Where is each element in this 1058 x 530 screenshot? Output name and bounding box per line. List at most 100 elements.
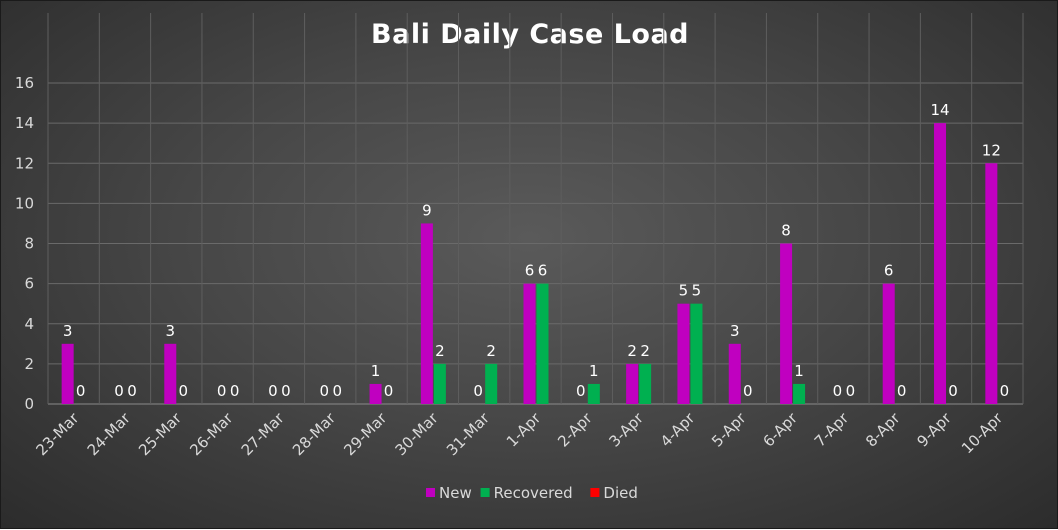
x-axis-ticks: 23-Mar 24-Mar 25-Mar 26-Mar 27-Mar 28-Mar 29-M… [32,409,1006,460]
x-tick-label: 23-Mar [32,409,83,460]
bar-recovered-3-Apr [639,363,652,404]
bar-recovered-31-Mar [485,363,498,404]
data-label-new: 6 [525,262,535,280]
bar-new-9-Apr [934,123,947,404]
data-label-new: 12 [982,141,1001,159]
legend-label-died: Died [603,484,637,502]
data-label-recovered: 0 [743,382,753,400]
bar-new-10-Apr [985,163,998,404]
legend-label-recovered: Recovered [494,484,573,502]
bar-new-23-Mar [61,343,74,404]
data-label-new: 2 [627,342,637,360]
bar-new-29-Mar [369,383,382,404]
x-tick-label: 8-Apr [862,409,904,451]
data-label-new: 9 [422,201,432,219]
data-label-new: 0 [473,382,483,400]
x-tick-label: 10-Apr [958,409,1007,458]
y-tick-label: 14 [15,114,34,132]
bar-new-8-Apr [882,283,895,404]
data-label-new: 3 [63,322,73,340]
data-label-new: 6 [884,262,894,280]
x-tick-label: 6-Apr [759,409,801,451]
bar-new-25-Mar [164,343,177,404]
data-label-recovered: 0 [230,382,240,400]
gridlines [47,13,1024,405]
x-tick-label: 31-Mar [443,409,494,460]
y-axis-ticks: 0 2 4 6 8 10 12 14 16 [15,74,34,413]
bar-new-1-Apr [523,283,536,404]
legend-swatch-died [590,488,600,497]
data-label-recovered: 0 [846,382,856,400]
x-tick-label: 28-Mar [289,409,340,460]
bar-new-5-Apr [728,343,741,404]
data-label-new: 3 [166,322,176,340]
data-label-new: 0 [217,382,227,400]
y-tick-label: 4 [24,315,34,333]
data-label-recovered: 2 [486,342,496,360]
x-tick-label: 1-Apr [503,409,545,451]
x-tick-label: 29-Mar [340,409,391,460]
bar-new-4-Apr [677,303,690,404]
bar-recovered-1-Apr [536,283,549,404]
chart-title: Bali Daily Case Load [371,19,689,50]
bar-recovered-4-Apr [690,303,703,404]
legend-label-new: New [439,484,472,502]
x-tick-label: 2-Apr [554,409,596,451]
data-label-recovered: 0 [281,382,291,400]
data-label-new: 0 [114,382,124,400]
bar-new-6-Apr [780,243,793,404]
data-label-recovered: 0 [948,382,958,400]
data-label-new: 0 [319,382,329,400]
bar-new-30-Mar [420,223,433,404]
legend: New Recovered Died [426,484,638,502]
data-label-recovered: 0 [332,382,342,400]
data-label-new: 1 [371,362,381,380]
bar-recovered-6-Apr [793,383,806,404]
x-tick-label: 24-Mar [84,409,135,460]
data-label-recovered: 5 [692,282,702,300]
data-label-recovered: 0 [179,382,189,400]
x-tick-label: 25-Mar [135,409,186,460]
bar-recovered-2-Apr [587,383,600,404]
x-tick-label: 30-Mar [392,409,443,460]
data-label-recovered: 0 [897,382,907,400]
y-tick-label: 12 [15,154,34,172]
legend-swatch-recovered [480,488,490,497]
data-label-new: 5 [679,282,689,300]
x-tick-label: 27-Mar [238,409,289,460]
data-label-recovered: 6 [538,262,548,280]
data-label-recovered: 2 [435,342,445,360]
x-tick-label: 7-Apr [811,409,853,451]
legend-swatch-new [426,488,435,497]
data-label-recovered: 0 [1000,382,1010,400]
x-tick-label: 3-Apr [606,409,648,451]
y-tick-label: 8 [24,235,34,253]
bars [61,123,998,404]
data-label-new: 3 [730,322,740,340]
x-tick-label: 5-Apr [708,409,750,451]
data-label-recovered: 2 [640,342,650,360]
data-label-recovered: 1 [794,362,804,380]
data-label-recovered: 1 [589,362,599,380]
data-label-new: 0 [268,382,278,400]
bar-recovered-30-Mar [433,363,446,404]
data-label-new: 0 [833,382,843,400]
x-tick-label: 26-Mar [186,409,237,460]
y-tick-label: 10 [15,194,34,212]
bar-new-3-Apr [626,363,639,404]
data-label-new: 14 [930,101,949,119]
x-tick-label: 4-Apr [657,409,699,451]
x-tick-label: 9-Apr [913,409,955,451]
y-tick-label: 0 [24,395,34,413]
data-label-recovered: 0 [76,382,86,400]
data-label-new: 8 [781,222,791,240]
y-tick-label: 16 [15,74,34,92]
data-label-recovered: 0 [127,382,137,400]
y-tick-label: 2 [24,355,34,373]
y-tick-label: 6 [24,275,34,293]
data-label-recovered: 0 [384,382,394,400]
data-label-new: 0 [576,382,586,400]
